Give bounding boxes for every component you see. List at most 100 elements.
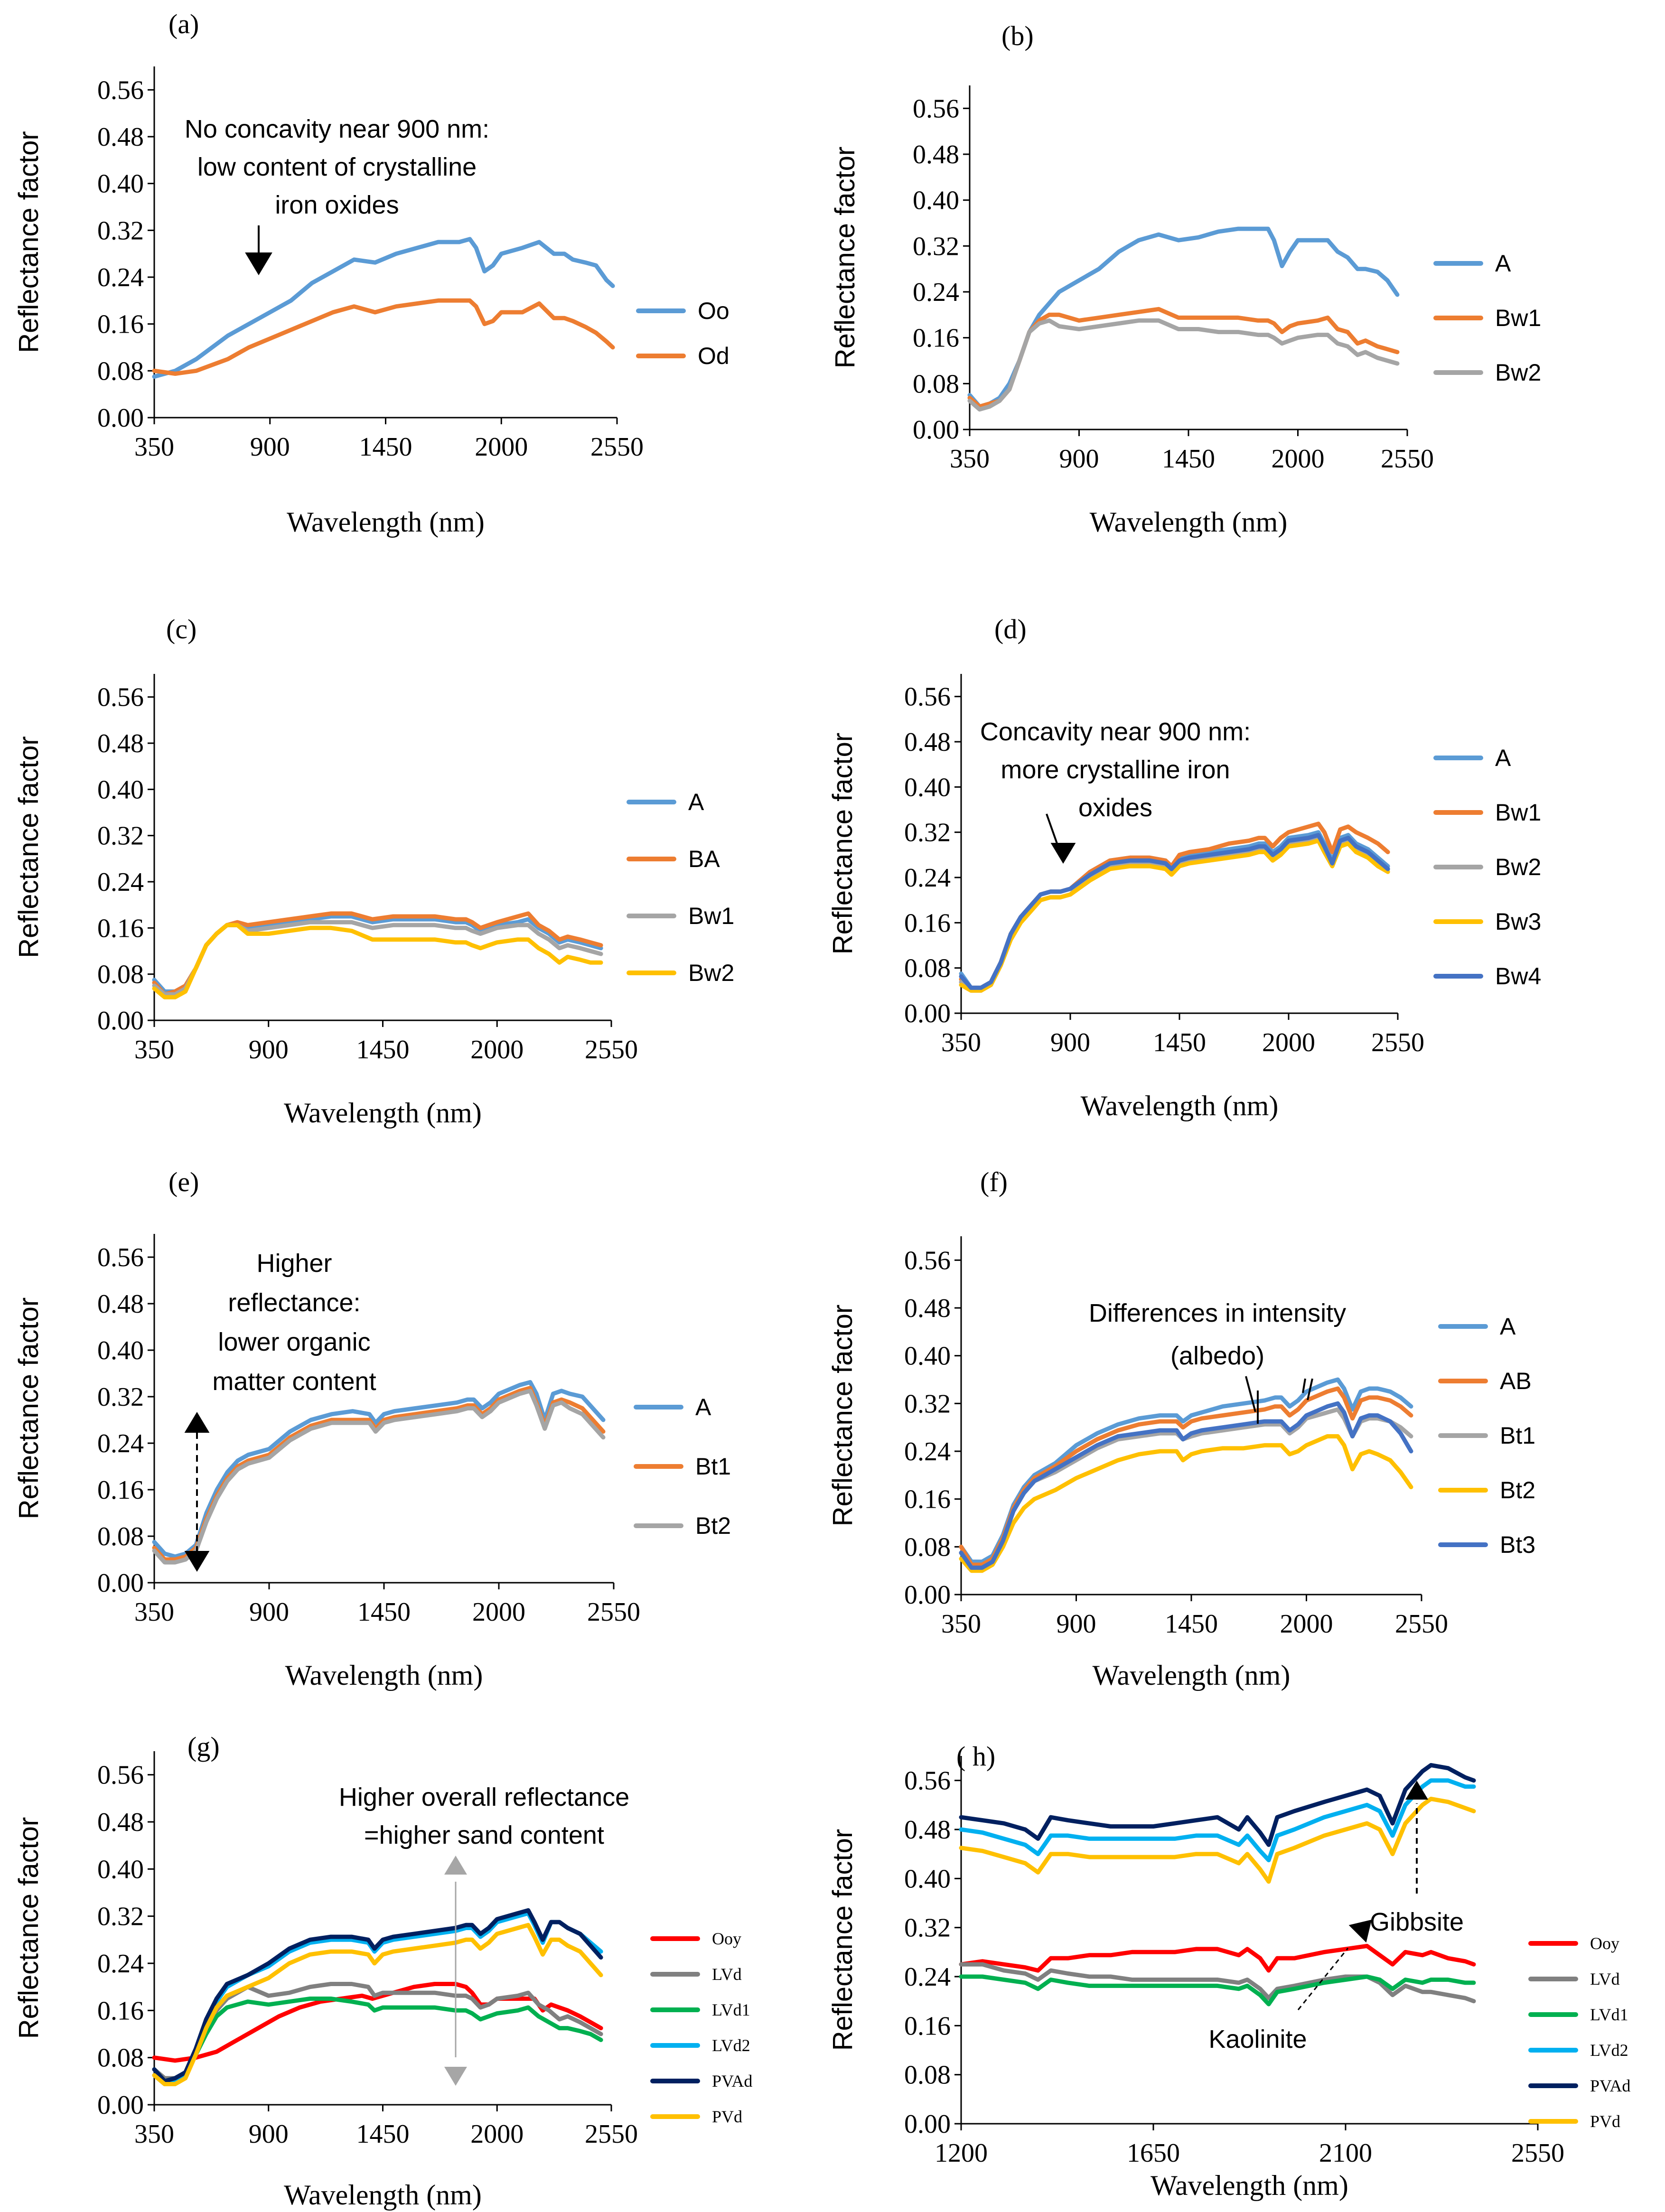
legend-label: Bw2 bbox=[1495, 854, 1541, 880]
y-tick-label: 0.00 bbox=[97, 1006, 144, 1036]
y-tick-label: 0.24 bbox=[97, 263, 144, 292]
legend-entry-a: A bbox=[1433, 250, 1511, 277]
x-tick-label: 1450 bbox=[1162, 444, 1215, 474]
series-line-oo bbox=[152, 237, 615, 379]
x-tick-label: 350 bbox=[941, 1028, 981, 1057]
legend-label: A bbox=[1495, 250, 1511, 277]
x-tick-label: 2550 bbox=[587, 1597, 640, 1627]
annotation-arrow bbox=[1046, 813, 1058, 845]
legend-entry-a: A bbox=[1438, 1313, 1516, 1340]
y-tick-label: 0.56 bbox=[904, 1766, 951, 1796]
series-line-pvd bbox=[152, 1923, 603, 2086]
legend-entry-bt3: Bt3 bbox=[1438, 1531, 1535, 1558]
legend-entry-od: Od bbox=[636, 343, 730, 369]
legend-entry-pvad: PVAd bbox=[1528, 2076, 1630, 2095]
x-tick-label: 350 bbox=[134, 432, 174, 462]
legend-label: Ooy bbox=[712, 1929, 741, 1948]
series-line-pvd bbox=[959, 1796, 1476, 1884]
x-tick-label: 900 bbox=[1057, 1609, 1096, 1639]
y-tick-label: 0.40 bbox=[904, 1864, 951, 1894]
y-tick-label: 0.40 bbox=[904, 1342, 951, 1371]
x-tick-label: 2550 bbox=[1511, 2138, 1564, 2168]
arrow-head-icon bbox=[444, 2067, 467, 2086]
y-axis-title: Reflectance factor bbox=[827, 733, 858, 954]
x-axis-title: Wavelength (nm) bbox=[1090, 506, 1288, 538]
legend-label: PVAd bbox=[712, 2072, 752, 2091]
annotation-arrow bbox=[1302, 1378, 1306, 1393]
y-tick-label: 0.56 bbox=[97, 683, 144, 712]
y-tick-label: 0.40 bbox=[97, 1336, 144, 1365]
x-tick-label: 350 bbox=[950, 444, 990, 474]
series-line-bt3 bbox=[959, 1401, 1413, 1570]
y-tick-label: 0.08 bbox=[97, 356, 144, 386]
y-tick-label: 0.08 bbox=[913, 369, 959, 399]
arrow-head-icon bbox=[184, 1551, 210, 1572]
y-tick-label: 0.00 bbox=[913, 415, 959, 445]
y-tick-label: 0.16 bbox=[913, 324, 959, 353]
y-tick-label: 0.08 bbox=[904, 2061, 951, 2090]
arrow-head-icon bbox=[184, 1412, 210, 1433]
y-tick-label: 0.24 bbox=[97, 1949, 144, 1979]
legend-label: Bw1 bbox=[1495, 799, 1541, 826]
x-tick-label: 2550 bbox=[585, 2119, 638, 2149]
y-tick-label: 0.32 bbox=[913, 232, 959, 261]
x-tick-label: 1200 bbox=[935, 2138, 988, 2168]
legend-label: PVd bbox=[712, 2107, 742, 2126]
annotation-dashed-line bbox=[1297, 1948, 1349, 2010]
series-line-lvd2 bbox=[959, 1778, 1476, 1863]
legend-entry-bw1: Bw1 bbox=[627, 903, 734, 929]
x-tick-label: 2550 bbox=[1395, 1609, 1448, 1639]
y-tick-label: 0.08 bbox=[97, 960, 144, 989]
annotation-text: Higher overall reflectance =higher sand c… bbox=[339, 1783, 629, 1849]
legend-label: LVd bbox=[1590, 1969, 1620, 1988]
annotation-text: Concavity near 900 nm: more crystalline i… bbox=[980, 718, 1251, 822]
y-tick-label: 0.16 bbox=[97, 914, 144, 943]
y-tick-label: 0.16 bbox=[97, 1996, 144, 2025]
annotation-arrow bbox=[1307, 1378, 1313, 1400]
legend-entry-ooy: Ooy bbox=[650, 1929, 741, 1948]
y-tick-label: 0.56 bbox=[97, 75, 144, 105]
series-line-od bbox=[152, 298, 615, 376]
chart-panel-h: ( h) 0.00 0.08 0.16 0.24 0.32 0.40 0.48 0.56 1200… bbox=[827, 1741, 1630, 2201]
legend-entry-ab: AB bbox=[1438, 1368, 1532, 1394]
series-line-bt2 bbox=[959, 1434, 1413, 1573]
series-line-bw1 bbox=[152, 920, 603, 997]
y-tick-label: 0.16 bbox=[904, 1485, 951, 1514]
legend-entry-bt2: Bt2 bbox=[1438, 1477, 1535, 1503]
legend-label: Bw2 bbox=[1495, 359, 1541, 386]
x-tick-label: 1450 bbox=[356, 1035, 410, 1064]
chart-panel-c: (c) 0.00 0.08 0.16 0.24 0.32 0.40 0.48 0.56 350 90… bbox=[13, 614, 734, 1129]
legend-label: LVd2 bbox=[712, 2036, 750, 2055]
legend-label: LVd1 bbox=[712, 2000, 750, 2019]
y-axis-title: Reflectance factor bbox=[827, 1829, 858, 2051]
y-tick-label: 0.48 bbox=[97, 1808, 144, 1837]
annotation-arrow bbox=[1245, 1376, 1256, 1412]
x-tick-label: 2100 bbox=[1319, 2138, 1372, 2168]
series-line-pvad bbox=[152, 1908, 603, 2083]
x-tick-label: 900 bbox=[1050, 1028, 1090, 1057]
y-axis-title: Reflectance factor bbox=[830, 147, 861, 368]
x-tick-label: 350 bbox=[134, 2119, 174, 2149]
y-tick-label: 0.40 bbox=[97, 775, 144, 804]
legend-label: AB bbox=[1500, 1368, 1532, 1394]
x-axis-title: Wavelength (nm) bbox=[1151, 2170, 1348, 2201]
x-tick-label: 900 bbox=[250, 432, 290, 462]
x-axis-title: Wavelength (nm) bbox=[287, 506, 485, 538]
y-tick-label: 0.32 bbox=[97, 821, 144, 851]
series-line-bw1 bbox=[967, 307, 1400, 409]
legend-label: PVAd bbox=[1590, 2076, 1630, 2095]
y-tick-label: 0.32 bbox=[904, 818, 951, 848]
x-axis-title: Wavelength (nm) bbox=[284, 1097, 482, 1129]
legend-entry-bt2: Bt2 bbox=[634, 1512, 731, 1539]
series-line-a bbox=[959, 1377, 1413, 1564]
series-line-bw2 bbox=[967, 318, 1400, 412]
x-tick-label: 2000 bbox=[1280, 1609, 1333, 1639]
legend-label: LVd2 bbox=[1590, 2041, 1628, 2060]
series-line-lvd1 bbox=[152, 1997, 603, 2083]
y-tick-label: 0.32 bbox=[97, 1902, 144, 1932]
legend-entry-bt1: Bt1 bbox=[1438, 1422, 1535, 1449]
legend-label: Oo bbox=[698, 298, 730, 324]
legend-label: Bt3 bbox=[1500, 1531, 1535, 1558]
chart-panel-g: (g) 0.00 0.08 0.16 0.24 0.32 0.40 0.48 0.56 350 90… bbox=[13, 1731, 752, 2211]
legend-entry-lvd2: LVd2 bbox=[1528, 2041, 1628, 2060]
